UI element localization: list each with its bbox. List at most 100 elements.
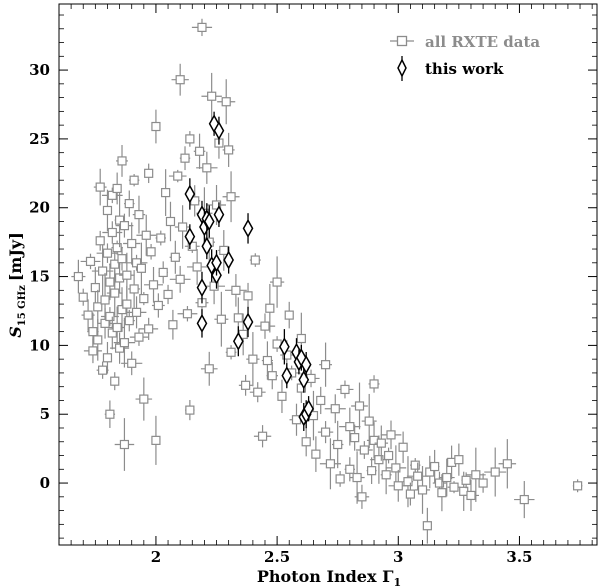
rxte-point: [422, 521, 432, 531]
rxte-point: [78, 292, 88, 302]
rxte-point: [471, 470, 481, 480]
rxte-point: [383, 450, 394, 461]
this-work-point: [201, 236, 213, 256]
rxte-point: [391, 463, 401, 473]
rxte-point: [335, 474, 345, 484]
this-work-point: [232, 331, 244, 351]
rxte-point: [284, 310, 294, 320]
rxte-point: [403, 477, 413, 487]
rxte-point: [224, 145, 234, 155]
this-work-point: [300, 355, 312, 375]
y-tick-label: 0: [40, 474, 50, 492]
rxte-point: [519, 494, 529, 505]
legend-rxte-marker: [396, 35, 408, 47]
rxte-point: [110, 259, 120, 269]
rxte-point: [325, 459, 336, 469]
this-work-point: [196, 313, 208, 333]
x-tick-label: 2.5: [264, 548, 290, 566]
rxte-point: [241, 380, 251, 390]
rxte-point: [105, 277, 115, 287]
rxte-point: [301, 437, 311, 447]
rxte-point: [127, 238, 137, 249]
rxte-point: [163, 289, 173, 300]
rxte-point: [352, 472, 362, 483]
rxte-point: [369, 379, 379, 389]
rxte-point: [93, 302, 103, 312]
this-work-point: [184, 227, 196, 247]
rxte-point: [85, 256, 96, 267]
rxte-point: [124, 199, 134, 209]
rxte-point: [410, 460, 420, 470]
rxte-point: [88, 327, 98, 337]
rxte-point: [112, 322, 122, 333]
rxte-point: [107, 328, 117, 338]
rxte-point: [107, 227, 117, 238]
rxte-point: [153, 300, 163, 311]
rxte-point: [141, 230, 151, 240]
rxte-point: [233, 313, 243, 323]
this-work-points-group: [184, 111, 314, 431]
rxte-point: [320, 360, 331, 370]
rxte-point: [253, 387, 263, 397]
rxte-point: [88, 346, 98, 356]
rxte-point: [117, 156, 127, 166]
rxte-point: [340, 384, 350, 395]
rxte-point: [161, 187, 171, 198]
legend-this-work-marker: [397, 58, 407, 78]
rxte-point: [146, 247, 156, 257]
y-tick-label: 25: [29, 130, 50, 148]
rxte-point: [105, 409, 115, 419]
this-work-point: [203, 211, 215, 232]
rxte-point: [102, 248, 113, 258]
tick-labels: 2 2.5 3 3.5 0 5 10 15 20 25 30: [29, 61, 532, 566]
rxte-point: [192, 262, 202, 272]
rxte-point: [502, 459, 512, 469]
rxte-point: [466, 490, 476, 501]
rxte-point: [177, 222, 188, 232]
rxte-point: [170, 252, 180, 262]
rxte-point: [168, 320, 178, 330]
legend-rxte-label: all RXTE data: [425, 33, 540, 51]
rxte-point: [119, 221, 130, 231]
rxte-point: [110, 376, 120, 386]
rxte-point: [430, 461, 440, 472]
rxte-point: [102, 353, 113, 363]
rxte-point: [207, 91, 217, 101]
rxte-point: [216, 314, 226, 324]
rxte-point: [144, 324, 154, 334]
y-axis-label-unit: [mJy]: [6, 232, 25, 281]
rxte-point: [139, 293, 149, 304]
rxte-point: [219, 245, 229, 256]
rxte-point: [376, 438, 386, 448]
rxte-point: [442, 472, 452, 483]
legend-item-this-work: this work: [397, 56, 504, 81]
axis-ticks: [59, 4, 597, 545]
rxte-point: [102, 205, 113, 216]
y-tick-label: 5: [40, 405, 50, 423]
rxte-point: [257, 431, 268, 441]
rxte-point: [110, 288, 120, 298]
rxte-point: [117, 254, 127, 264]
rxte-point: [129, 175, 139, 185]
rxte-point: [100, 295, 110, 305]
rxte-point: [417, 485, 428, 495]
rxte-point: [272, 277, 282, 287]
rxte-point: [231, 285, 241, 295]
plot-frame: [58, 3, 598, 546]
rxte-point: [437, 488, 447, 498]
rxte-point: [100, 318, 110, 328]
rxte-point: [107, 190, 117, 200]
rxte-point: [320, 427, 331, 437]
rxte-point: [136, 263, 146, 273]
this-work-point: [281, 366, 293, 386]
rxte-point: [156, 233, 166, 243]
rxte-point: [194, 146, 205, 156]
rxte-point: [175, 75, 185, 85]
rxte-point: [112, 243, 122, 253]
this-work-point: [211, 253, 222, 273]
rxte-point: [83, 310, 93, 320]
rxte-point: [144, 168, 154, 178]
rxte-point: [345, 464, 355, 474]
rxte-point: [425, 467, 435, 477]
rxte-point: [90, 282, 100, 293]
